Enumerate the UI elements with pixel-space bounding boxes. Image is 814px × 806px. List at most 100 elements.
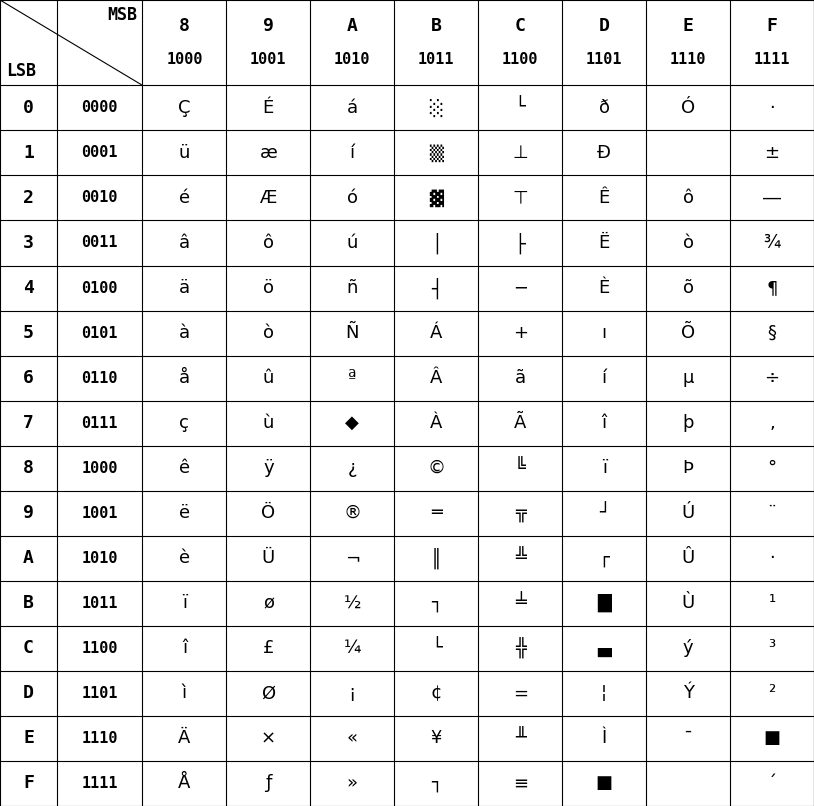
Text: ü: ü: [179, 144, 190, 162]
Text: 0111: 0111: [81, 416, 118, 430]
Text: =: =: [513, 684, 527, 702]
Text: E: E: [683, 17, 694, 35]
Text: ð: ð: [598, 99, 610, 117]
Text: A: A: [347, 17, 357, 35]
Text: 9: 9: [263, 17, 274, 35]
Text: 1101: 1101: [81, 686, 118, 701]
Text: 4: 4: [23, 279, 34, 297]
Text: «: «: [347, 729, 358, 747]
Text: 1110: 1110: [670, 52, 707, 67]
Text: §: §: [768, 324, 777, 342]
Text: 0001: 0001: [81, 145, 118, 160]
Text: ·: ·: [769, 99, 775, 117]
Text: 1000: 1000: [166, 52, 203, 67]
Text: Ì: Ì: [602, 729, 606, 747]
Text: 0: 0: [23, 99, 34, 117]
Text: Ç: Ç: [178, 99, 190, 117]
Text: ╨: ╨: [514, 729, 526, 747]
Text: 5: 5: [23, 324, 34, 342]
Text: ù: ù: [263, 414, 274, 432]
Text: LSB: LSB: [6, 61, 36, 80]
Text: ÿ: ÿ: [263, 459, 274, 477]
Text: ç: ç: [179, 414, 190, 432]
Text: Ë: Ë: [598, 234, 610, 252]
Text: ■: ■: [596, 775, 613, 792]
Text: 9: 9: [23, 505, 34, 522]
Text: ñ: ñ: [347, 279, 358, 297]
Text: µ: µ: [682, 369, 694, 387]
Text: Ã: Ã: [514, 414, 527, 432]
Text: â: â: [179, 234, 190, 252]
Text: 8: 8: [179, 17, 190, 35]
Text: E: E: [23, 729, 34, 747]
Text: ³: ³: [768, 639, 776, 658]
Text: 3: 3: [23, 234, 34, 252]
Text: 2: 2: [23, 189, 34, 207]
Text: ·: ·: [769, 549, 775, 567]
Text: Û: Û: [681, 549, 694, 567]
Text: ░: ░: [429, 99, 443, 117]
Text: 6: 6: [23, 369, 34, 387]
Text: Â: Â: [430, 369, 443, 387]
Text: Ó: Ó: [681, 99, 695, 117]
Text: Ö: Ö: [261, 505, 275, 522]
Text: ¹: ¹: [768, 594, 776, 613]
Text: ■: ■: [764, 729, 781, 747]
Text: +: +: [513, 324, 527, 342]
Text: 1110: 1110: [81, 731, 118, 746]
Text: »: »: [347, 775, 358, 792]
Text: ô: ô: [263, 234, 274, 252]
Text: ²: ²: [768, 684, 776, 702]
Text: é: é: [179, 189, 190, 207]
Text: 1010: 1010: [81, 550, 118, 566]
Text: ≡: ≡: [513, 775, 527, 792]
Text: F: F: [767, 17, 777, 35]
Text: ï: ï: [182, 594, 187, 613]
Text: ┌: ┌: [599, 549, 610, 567]
Text: À: À: [430, 414, 443, 432]
Text: 7: 7: [23, 414, 34, 432]
Text: ┐: ┐: [431, 594, 442, 613]
Text: 1010: 1010: [334, 52, 370, 67]
Text: à: à: [179, 324, 190, 342]
Text: û: û: [263, 369, 274, 387]
Text: ◆: ◆: [345, 414, 359, 432]
Text: 0101: 0101: [81, 326, 118, 341]
Text: ó: ó: [347, 189, 358, 207]
Text: á: á: [347, 99, 358, 117]
Text: ã: ã: [514, 369, 526, 387]
Text: ⊥: ⊥: [512, 144, 528, 162]
Text: ┐: ┐: [431, 775, 442, 792]
Text: õ: õ: [683, 279, 694, 297]
Text: ª: ª: [348, 369, 357, 387]
Text: █: █: [597, 594, 611, 613]
Text: ı: ı: [602, 324, 606, 342]
Text: ╦: ╦: [514, 505, 526, 522]
Text: Á: Á: [430, 324, 443, 342]
Text: 1011: 1011: [81, 596, 118, 611]
Text: ò: ò: [683, 234, 694, 252]
Text: ê: ê: [179, 459, 190, 477]
Text: ƒ: ƒ: [265, 775, 272, 792]
Text: C: C: [23, 639, 34, 658]
Text: A: A: [23, 549, 34, 567]
Text: 1101: 1101: [586, 52, 623, 67]
Text: ,: ,: [769, 414, 775, 432]
Text: ¾: ¾: [764, 234, 781, 252]
Text: æ: æ: [260, 144, 278, 162]
Text: Ñ: Ñ: [346, 324, 359, 342]
Text: Ð: Ð: [597, 144, 611, 162]
Text: ò: ò: [263, 324, 274, 342]
Text: ½: ½: [344, 594, 361, 613]
Text: │: │: [431, 232, 442, 254]
Text: ═: ═: [431, 505, 442, 522]
Text: ý: ý: [683, 639, 694, 658]
Text: 1001: 1001: [81, 505, 118, 521]
Text: Þ: Þ: [683, 459, 694, 477]
Text: Ú: Ú: [681, 505, 694, 522]
Text: ║: ║: [431, 547, 442, 569]
Text: ö: ö: [263, 279, 274, 297]
Text: ø: ø: [263, 594, 274, 613]
Text: ¥: ¥: [431, 729, 442, 747]
Text: D: D: [599, 17, 610, 35]
